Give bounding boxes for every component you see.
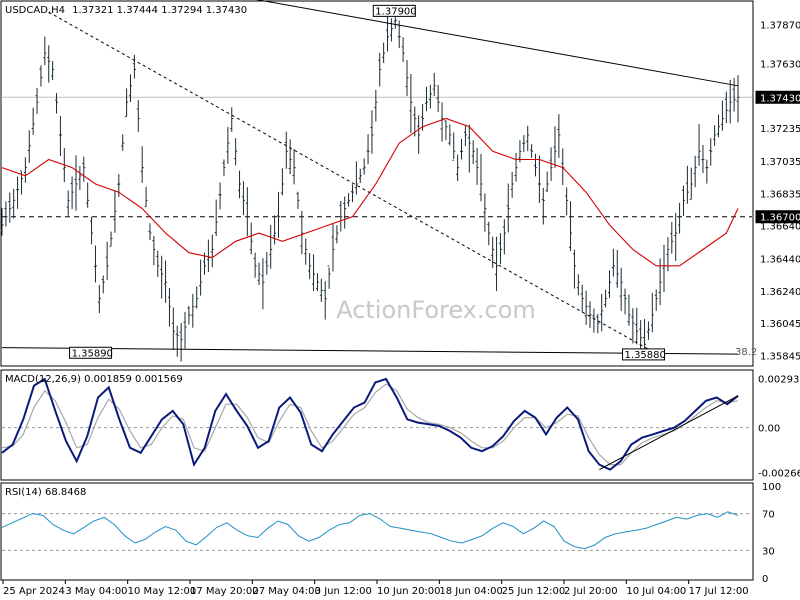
price-bars: [0, 8, 740, 362]
trendline-2: [1, 347, 739, 355]
price-y-tick: 1.36640: [760, 222, 800, 233]
annotation-box: [69, 346, 113, 359]
rsi-header: RSI(14) 68.8468: [5, 487, 86, 498]
macd-lines: [1, 377, 739, 471]
x-tick-label: 17 May 20:00: [190, 586, 259, 597]
macd-panel-frame: [0, 369, 754, 481]
annotation-label: 1.37900: [375, 6, 416, 17]
price-y-tick: 1.35845: [760, 352, 800, 363]
moving-average-line: [1, 117, 739, 267]
x-tick-label: 2 Jul 20:00: [564, 586, 618, 597]
watermark: ActionForex.com: [336, 296, 536, 324]
macd-header: MACD(12,26,9) 0.001859 0.001569: [5, 374, 183, 385]
price-y-tick: 1.36045: [760, 319, 800, 330]
rsi-series-line: [1, 511, 739, 550]
x-tick-label: 10 Jul 04:00: [626, 586, 686, 597]
price-y-tick: 1.37870: [760, 20, 800, 31]
annotation-label: 1.35880: [625, 350, 666, 361]
macd-y-tick: 0.00: [758, 424, 780, 435]
macd-y-tick: 0.002937: [758, 374, 800, 385]
price-y-tick: 1.36835: [760, 190, 800, 201]
x-tick-label: 17 Jul 12:00: [689, 586, 749, 597]
trendline-1: [48, 11, 649, 350]
price-header: USDCAD,H4 1.37321 1.37444 1.37294 1.3743…: [5, 5, 247, 16]
macd-trendline: [599, 395, 739, 471]
price-y-tick: 1.37630: [760, 60, 800, 71]
rsi-y-tick: 0: [762, 574, 768, 585]
annotation-box: [372, 4, 416, 17]
macd-y-axis: 0.002937 0.00 -0.002669: [758, 374, 800, 479]
price-trendlines: [1, 0, 739, 355]
x-tick-label: 10 Jun 20:00: [377, 586, 441, 597]
rsi-y-axis: 100 70 30 0: [762, 482, 781, 585]
current-price-box: [755, 90, 800, 104]
rsi-grid: [2, 513, 752, 551]
price-annotations: 1.37900 1.35890 1.35880 38.2: [69, 4, 757, 361]
macd-line: [1, 377, 739, 471]
x-tick-label: 27 May 04:00: [252, 586, 321, 597]
level-label: 1.36700: [760, 213, 800, 224]
price-y-tick: 1.37235: [760, 124, 800, 135]
price-panel-frame: [0, 0, 754, 367]
annotation-label: 1.35890: [72, 348, 113, 359]
x-tick-label: 25 Apr 2024: [3, 586, 65, 597]
x-tick-label: 10 May 12:00: [128, 586, 197, 597]
level-box: [755, 210, 800, 224]
price-y-tick: 1.36440: [760, 254, 800, 265]
price-y-axis: 1.37870 1.37630 1.37235 1.37035 1.36835 1.366…: [755, 20, 800, 363]
rsi-y-tick: 100: [762, 482, 781, 493]
rsi-y-tick: 70: [762, 510, 775, 521]
x-tick-label: 18 Jun 04:00: [439, 586, 503, 597]
x-tick-label: 25 Jun 12:00: [502, 586, 566, 597]
moving-average: [1, 117, 739, 267]
price-y-tick: 1.36240: [760, 287, 800, 298]
current-price-label: 1.37430: [760, 93, 800, 104]
rsi-y-tick: 30: [762, 546, 775, 557]
x-tick-label: 3 Jun 12:00: [315, 586, 372, 597]
symbol-timeframe: USDCAD,H4: [5, 5, 65, 16]
x-tick-label: 3 May 04:00: [65, 586, 127, 597]
macd-y-tick: -0.002669: [758, 468, 800, 479]
fib-label: 38.2: [735, 347, 757, 358]
ohlc-values: 1.37321 1.37444 1.37294 1.37430: [72, 5, 247, 16]
trendline-0: [256, 0, 739, 87]
price-y-tick: 1.37035: [760, 157, 800, 168]
rsi-line: [1, 511, 739, 550]
annotation-box: [622, 348, 666, 361]
rsi-panel-frame: [0, 482, 754, 581]
